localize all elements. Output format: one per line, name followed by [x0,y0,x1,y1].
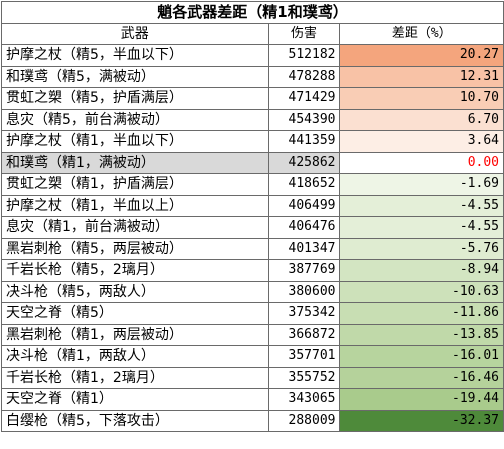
weapon-damage-table: 魈各武器差距（精1和璞鸢） 武器 伤害 差距（%） 护摩之杖（精5，半血以下） 5… [1,1,504,432]
diff-cell[interactable]: 6.70 [339,108,504,131]
damage-cell[interactable]: 441359 [267,130,341,153]
diff-cell[interactable]: -16.01 [339,345,504,368]
diff-cell[interactable]: 12.31 [339,65,504,88]
table-row: 决斗枪（精1，两敌人） 357701 -16.01 [1,345,504,368]
diff-cell[interactable]: -5.76 [339,237,504,260]
weapon-name-cell[interactable]: 天空之脊（精1） [1,388,269,411]
damage-cell[interactable]: 478288 [267,65,341,88]
table-row: 贯虹之槊（精5，护盾满层） 471429 10.70 [1,87,504,110]
diff-cell[interactable]: 10.70 [339,87,504,110]
diff-cell[interactable]: -4.55 [339,216,504,239]
diff-cell[interactable]: -32.37 [339,409,504,432]
damage-cell[interactable]: 375342 [267,302,341,325]
table-title[interactable]: 魈各武器差距（精1和璞鸢） [1,1,504,24]
damage-cell[interactable]: 288009 [267,409,341,432]
damage-cell[interactable]: 418652 [267,173,341,196]
table-row: 天空之脊（精1） 343065 -19.44 [1,388,504,411]
weapon-name-cell[interactable]: 息灾（精5，前台满被动） [1,108,269,131]
damage-cell[interactable]: 355752 [267,366,341,389]
weapon-name-cell[interactable]: 护摩之杖（精1，半血以上） [1,194,269,217]
damage-cell[interactable]: 406476 [267,216,341,239]
diff-cell[interactable]: 20.27 [339,44,504,67]
weapon-name-cell[interactable]: 千岩长枪（精5，2璃月） [1,259,269,282]
table-row: 护摩之杖（精1，半血以上） 406499 -4.55 [1,194,504,217]
weapon-name-cell[interactable]: 天空之脊（精5） [1,302,269,325]
damage-cell[interactable]: 406499 [267,194,341,217]
table-row: 天空之脊（精5） 375342 -11.86 [1,302,504,325]
damage-cell[interactable]: 425862 [267,151,341,174]
table-row: 千岩长枪（精1，2璃月） 355752 -16.46 [1,366,504,389]
damage-cell[interactable]: 357701 [267,345,341,368]
damage-cell[interactable]: 387769 [267,259,341,282]
damage-cell[interactable]: 471429 [267,87,341,110]
table-row: 护摩之杖（精5，半血以下） 512182 20.27 [1,44,504,67]
watermark-logo: ⊙小黑盒 [447,432,494,446]
weapon-name-cell[interactable]: 决斗枪（精5，两敌人） [1,280,269,303]
diff-cell[interactable]: -10.63 [339,280,504,303]
weapon-name-cell[interactable]: 黑岩刺枪（精1，两层被动） [1,323,269,346]
weapon-name-cell[interactable]: 黑岩刺枪（精5，两层被动） [1,237,269,260]
diff-cell[interactable]: 3.64 [339,130,504,153]
weapon-name-cell[interactable]: 和璞鸢（精1，满被动） [1,151,269,174]
header-diff[interactable]: 差距（%） [339,22,504,45]
diff-cell[interactable]: -4.55 [339,194,504,217]
diff-cell[interactable]: -11.86 [339,302,504,325]
table-row: 和璞鸢（精5，满被动） 478288 12.31 [1,65,504,88]
header-weapon[interactable]: 武器 [1,22,269,45]
title-row: 魈各武器差距（精1和璞鸢） [1,1,504,24]
damage-cell[interactable]: 401347 [267,237,341,260]
diff-cell[interactable]: -8.94 [339,259,504,282]
weapon-name-cell[interactable]: 贯虹之槊（精5，护盾满层） [1,87,269,110]
table-row: 息灾（精1，前台满被动） 406476 -4.55 [1,216,504,239]
table-row: 决斗枪（精5，两敌人） 380600 -10.63 [1,280,504,303]
table-row: 护摩之杖（精1，半血以下） 441359 3.64 [1,130,504,153]
damage-cell[interactable]: 512182 [267,44,341,67]
table-row: 息灾（精5，前台满被动） 454390 6.70 [1,108,504,131]
diff-cell[interactable]: -13.85 [339,323,504,346]
weapon-name-cell[interactable]: 和璞鸢（精5，满被动） [1,65,269,88]
diff-cell[interactable]: -19.44 [339,388,504,411]
weapon-name-cell[interactable]: 护摩之杖（精1，半血以下） [1,130,269,153]
damage-cell[interactable]: 454390 [267,108,341,131]
damage-cell[interactable]: 343065 [267,388,341,411]
table-row: 黑岩刺枪（精5，两层被动） 401347 -5.76 [1,237,504,260]
header-row: 武器 伤害 差距（%） [1,22,504,45]
diff-cell[interactable]: 0.00 [339,151,504,174]
weapon-name-cell[interactable]: 护摩之杖（精5，半血以下） [1,44,269,67]
table-row: 白缨枪（精5，下落攻击） 288009 -32.37 [1,409,504,432]
diff-cell[interactable]: -16.46 [339,366,504,389]
weapon-name-cell[interactable]: 贯虹之槊（精1，护盾满层） [1,173,269,196]
weapon-name-cell[interactable]: 白缨枪（精5，下落攻击） [1,409,269,432]
header-damage[interactable]: 伤害 [267,22,341,45]
weapon-name-cell[interactable]: 千岩长枪（精1，2璃月） [1,366,269,389]
table-row: 贯虹之槊（精1，护盾满层） 418652 -1.69 [1,173,504,196]
damage-cell[interactable]: 366872 [267,323,341,346]
table-row: 千岩长枪（精5，2璃月） 387769 -8.94 [1,259,504,282]
table-row: 和璞鸢（精1，满被动） 425862 0.00 [1,151,504,174]
weapon-name-cell[interactable]: 决斗枪（精1，两敌人） [1,345,269,368]
diff-cell[interactable]: -1.69 [339,173,504,196]
weapon-name-cell[interactable]: 息灾（精1，前台满被动） [1,216,269,239]
table-row: 黑岩刺枪（精1，两层被动） 366872 -13.85 [1,323,504,346]
damage-cell[interactable]: 380600 [267,280,341,303]
